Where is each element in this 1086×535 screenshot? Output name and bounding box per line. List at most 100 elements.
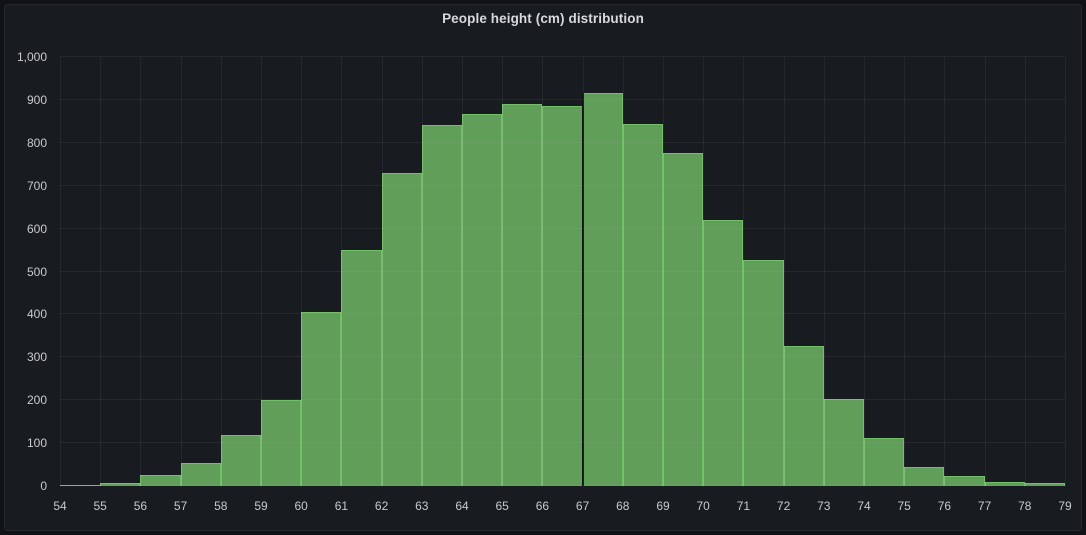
h-gridline [60, 141, 1065, 143]
histogram-bar[interactable] [904, 466, 945, 486]
v-gridline [904, 57, 906, 486]
y-axis-tick-label: 300 [26, 350, 47, 365]
v-gridline [341, 57, 343, 486]
x-axis-tick-label: 70 [696, 499, 710, 513]
x-axis-tick-label: 77 [977, 499, 992, 513]
y-axis-tick-label: 700 [26, 178, 47, 193]
histogram-bar[interactable] [502, 104, 543, 486]
histogram-bar[interactable] [984, 481, 1025, 486]
x-axis-tick-label: 63 [415, 499, 429, 513]
v-gridline [180, 57, 182, 486]
x-axis-tick-label: 74 [857, 499, 871, 513]
v-gridline [864, 57, 865, 486]
x-axis-tick-label: 67 [575, 499, 590, 513]
x-axis-tick-label: 54 [53, 499, 67, 513]
v-gridline [984, 57, 986, 486]
h-gridline [60, 313, 1065, 315]
x-axis-tick-label: 61 [334, 499, 349, 513]
x-axis-tick-label: 78 [1018, 499, 1032, 513]
histogram-bar[interactable] [1024, 483, 1065, 486]
v-gridline [622, 57, 624, 486]
histogram-bar[interactable] [582, 93, 623, 486]
h-gridline [60, 485, 1065, 486]
histogram-bar[interactable] [180, 462, 221, 486]
y-axis-tick-label: 100 [26, 436, 47, 451]
histogram-bar[interactable] [703, 220, 744, 486]
x-axis-tick-label: 56 [133, 499, 148, 513]
histogram-bar[interactable] [381, 172, 422, 486]
histogram-bar[interactable] [743, 259, 784, 486]
v-gridline [462, 57, 463, 486]
y-axis-tick-label: 500 [26, 264, 47, 279]
v-gridline [261, 57, 262, 486]
histogram-bar[interactable] [140, 474, 181, 486]
h-gridline [60, 227, 1065, 229]
v-gridline [100, 57, 102, 486]
histogram-bar[interactable] [60, 484, 101, 486]
x-axis-tick-label: 62 [374, 499, 389, 513]
v-gridline [743, 57, 745, 486]
histogram-bar[interactable] [220, 434, 261, 486]
y-axis-tick-label: 600 [26, 221, 47, 236]
histogram-bar[interactable] [622, 123, 663, 486]
x-axis-tick-label: 59 [254, 499, 268, 513]
y-axis-tick-label: 900 [26, 92, 47, 107]
histogram-bar[interactable] [261, 399, 302, 486]
bar-gap-line [581, 93, 584, 486]
histogram-bar[interactable] [462, 113, 503, 486]
v-gridline [663, 57, 664, 486]
h-gridline [60, 56, 1065, 57]
x-axis-tick-label: 75 [897, 499, 911, 513]
y-axis-tick-label: 200 [26, 393, 47, 408]
v-gridline [582, 57, 584, 486]
histogram-bar[interactable] [663, 152, 704, 486]
y-axis-tick-label: 1,000 [16, 50, 47, 64]
v-gridline [381, 57, 383, 486]
v-gridline [703, 57, 705, 486]
panel-title[interactable]: People height (cm) distribution [442, 11, 644, 26]
h-gridline [60, 270, 1065, 272]
x-axis-tick-label: 71 [736, 499, 751, 513]
x-axis-tick-label: 65 [495, 499, 509, 513]
v-gridline [60, 57, 61, 486]
h-gridline [60, 184, 1065, 186]
x-axis-tick-label: 68 [616, 499, 630, 513]
v-gridline [542, 57, 544, 486]
histogram-bar[interactable] [542, 106, 583, 486]
histogram-bar[interactable] [944, 475, 985, 486]
y-axis-tick-label: 0 [40, 479, 47, 493]
x-axis-tick-label: 66 [535, 499, 550, 513]
histogram-bar[interactable] [301, 312, 342, 486]
v-gridline [140, 57, 142, 486]
histogram-bar[interactable] [823, 399, 864, 486]
v-gridline [823, 57, 825, 486]
v-gridline [783, 57, 785, 486]
v-gridline [944, 57, 946, 486]
x-axis-tick-label: 58 [214, 499, 228, 513]
histogram-bar[interactable] [783, 345, 824, 486]
v-gridline [502, 57, 504, 486]
histogram-bar[interactable] [100, 482, 141, 486]
x-axis-tick-label: 73 [817, 499, 831, 513]
h-gridline [60, 98, 1065, 100]
y-axis-tick-label: 400 [26, 307, 47, 322]
v-gridline [421, 57, 423, 486]
histogram-bar[interactable] [864, 438, 905, 486]
histogram-bar[interactable] [341, 250, 382, 486]
x-axis-tick-label: 79 [1058, 499, 1072, 513]
x-axis-tick-label: 64 [455, 499, 469, 513]
histogram-bar[interactable] [421, 125, 462, 486]
histogram-plot [60, 56, 1066, 486]
h-gridline [60, 442, 1065, 444]
v-gridline [301, 57, 303, 486]
v-gridline [220, 57, 222, 486]
x-axis-tick-label: 69 [656, 499, 670, 513]
v-gridline [1024, 57, 1026, 486]
x-axis-tick-label: 60 [294, 499, 308, 513]
x-axis-tick-label: 76 [937, 499, 952, 513]
x-axis-tick-label: 57 [173, 499, 188, 513]
x-axis-tick-label: 72 [776, 499, 791, 513]
h-gridline [60, 399, 1065, 401]
y-axis-tick-label: 800 [26, 135, 47, 150]
